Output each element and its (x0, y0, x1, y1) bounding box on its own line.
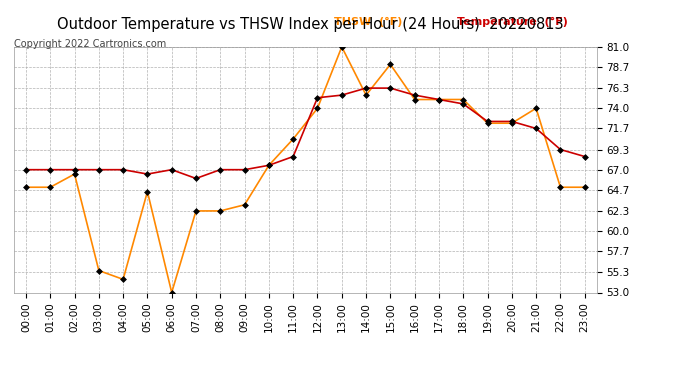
Text: THSW  (°F): THSW (°F) (335, 17, 403, 27)
Text: Outdoor Temperature vs THSW Index per Hour (24 Hours)  20220813: Outdoor Temperature vs THSW Index per Ho… (57, 17, 564, 32)
Text: Copyright 2022 Cartronics.com: Copyright 2022 Cartronics.com (14, 39, 166, 50)
Text: Temperature  (°F): Temperature (°F) (457, 17, 568, 27)
